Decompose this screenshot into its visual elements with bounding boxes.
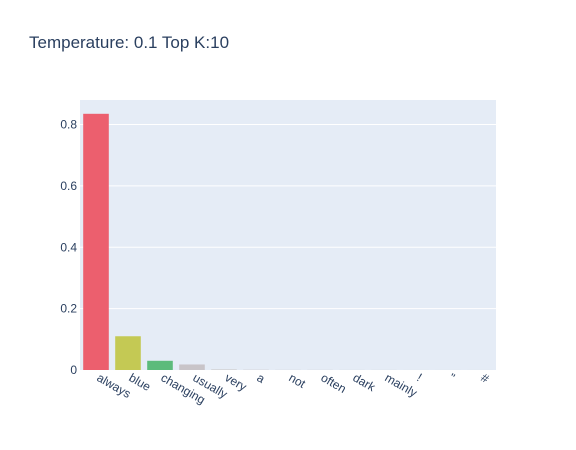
- bar-3[interactable]: [179, 364, 205, 370]
- x-tick-label: not: [287, 370, 309, 391]
- y-tick-label: 0.8: [60, 118, 77, 132]
- y-tick-label: 0.6: [60, 179, 77, 193]
- x-tick-label: always: [95, 370, 134, 400]
- chart-title: Temperature: 0.1 Top K:10: [29, 33, 230, 52]
- x-tick-label: a: [255, 370, 268, 386]
- bar-2[interactable]: [147, 360, 173, 370]
- y-tick-label: 0: [70, 363, 77, 377]
- bar-0[interactable]: [83, 113, 109, 370]
- y-tick-labels: 0 0.2 0.4 0.6 0.8: [60, 118, 77, 377]
- plot-area: [80, 100, 496, 370]
- x-tick-label: #: [479, 370, 492, 386]
- x-tick-label: !: [415, 370, 425, 384]
- x-tick-label: mainly: [383, 370, 420, 399]
- x-tick-label: often: [319, 370, 349, 395]
- x-tick-label: ": [447, 370, 458, 384]
- bar-4[interactable]: [211, 369, 237, 370]
- bar-1[interactable]: [115, 336, 141, 370]
- y-tick-label: 0.2: [60, 302, 77, 316]
- gridlines: [80, 124, 496, 310]
- bars: [83, 113, 493, 370]
- y-tick-label: 0.4: [60, 240, 77, 254]
- x-tick-label: dark: [351, 370, 379, 394]
